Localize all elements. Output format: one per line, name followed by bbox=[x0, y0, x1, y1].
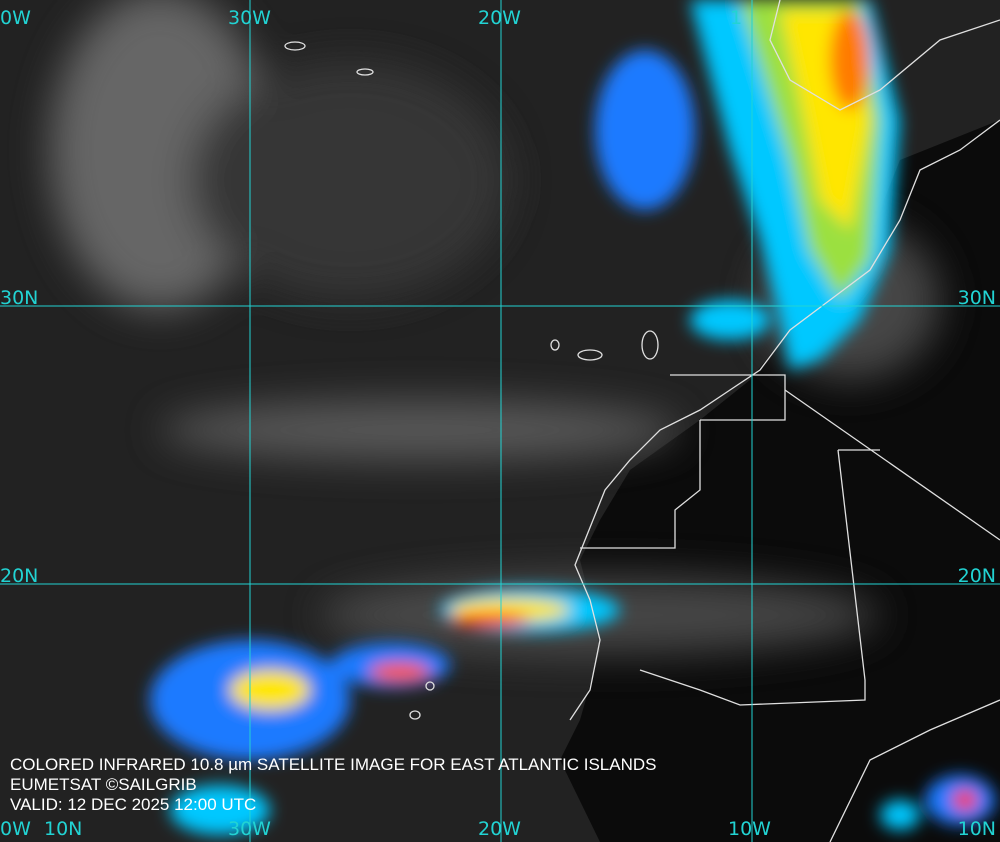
grid-label-top-30w: 30W bbox=[228, 7, 271, 29]
caption-source: EUMETSAT ©SAILGRIB bbox=[10, 775, 197, 794]
grid-label-left-10n: 10N bbox=[44, 818, 83, 840]
grid-label-right-30n: 30N bbox=[957, 287, 996, 309]
caption-title: COLORED INFRARED 10.8 µm SATELLITE IMAGE… bbox=[10, 755, 657, 774]
grid-label-top-40w: 0W bbox=[0, 7, 31, 29]
grid-label-top-20w: 20W bbox=[478, 7, 521, 29]
grid-label-top-10w: 1 bbox=[730, 7, 743, 29]
grid-label-left-20n: 20N bbox=[0, 565, 39, 587]
caption-valid-time: VALID: 12 DEC 2025 12:00 UTC bbox=[10, 795, 257, 814]
grid-label-bottom-20w: 20W bbox=[478, 818, 521, 840]
grid-label-bottom-40w: 0W bbox=[0, 818, 31, 840]
coastlines bbox=[284, 0, 1000, 842]
grid-label-right-20n: 20N bbox=[957, 565, 996, 587]
grid-label-bottom-30w: 30W bbox=[228, 818, 271, 840]
cold-cloud-tops bbox=[150, 0, 995, 835]
grid-label-right-10n: 10N bbox=[957, 818, 996, 840]
grid-label-left-30n: 30N bbox=[0, 287, 39, 309]
grid-label-bottom-10w: 10W bbox=[728, 818, 771, 840]
